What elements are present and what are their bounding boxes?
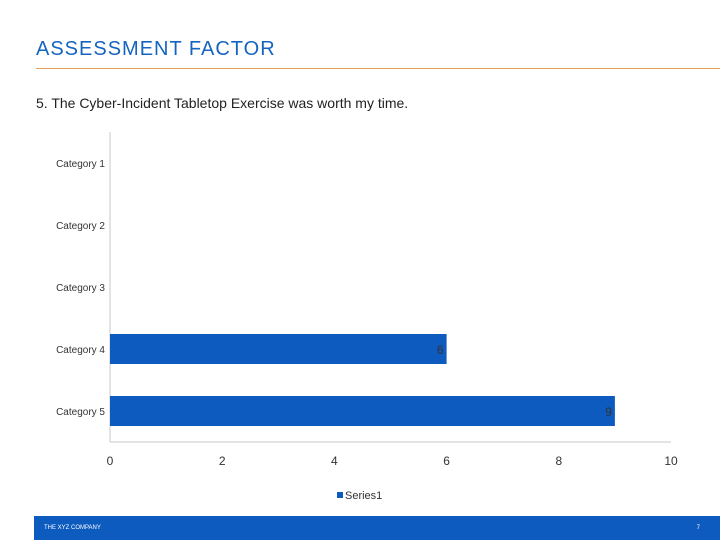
x-tick-label: 2 — [219, 454, 226, 468]
footer-bar: THE XYZ COMPANY 7 — [34, 516, 720, 540]
x-tick-label: 8 — [555, 454, 562, 468]
question-text: 5. The Cyber-Incident Tabletop Exercise … — [36, 95, 409, 111]
legend-swatch — [337, 492, 343, 498]
footer-company: THE XYZ COMPANY — [44, 525, 101, 531]
slide-title: ASSESSMENT FACTOR — [36, 38, 276, 60]
data-label: 6 — [437, 343, 444, 357]
title-divider — [36, 68, 720, 69]
bar — [110, 396, 615, 426]
x-tick-label: 0 — [107, 454, 114, 468]
category-label: Category 3 — [56, 283, 105, 294]
category-label: Category 5 — [56, 407, 105, 418]
category-label: Category 1 — [56, 159, 105, 170]
legend-label: Series1 — [345, 490, 382, 502]
x-tick-label: 4 — [331, 454, 338, 468]
category-label: Category 2 — [56, 221, 105, 232]
bar — [110, 334, 447, 364]
category-label: Category 4 — [56, 345, 105, 356]
data-label: 9 — [605, 405, 612, 419]
page-number: 7 — [696, 525, 700, 531]
x-tick-label: 6 — [443, 454, 450, 468]
x-tick-label: 10 — [664, 454, 678, 468]
